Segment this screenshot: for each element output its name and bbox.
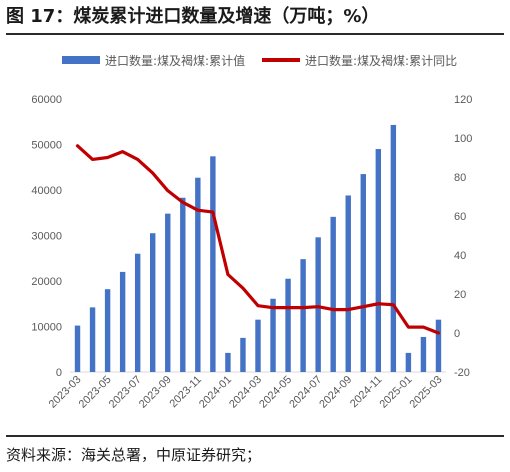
combo-chart: 进口数量:煤及褐煤:累计值 进口数量:煤及褐煤:累计同比 0 10000 20000… [31,53,472,411]
bar-2023-11 [195,177,201,372]
source-note: 资料来源：海关总署，中原证券研究； [6,446,262,464]
line-series [75,144,441,335]
bar-2023-06 [119,271,126,372]
title-rule [6,33,504,35]
bar-2024-02 [240,337,246,373]
right-tick-label: 80 [454,172,466,184]
left-tick-label: 0 [56,367,62,379]
source-rule [6,435,504,437]
x-tick-label: 2025-01 [377,374,414,411]
yoy-line [75,144,441,335]
left-axis-labels: 0 10000 20000 30000 40000 50000 60000 [31,94,62,379]
right-tick-label: 40 [454,250,466,262]
bar-2025-01 [405,352,412,372]
bar-2023-05 [104,289,111,372]
bar-2023-09 [165,213,171,372]
x-tick-label: 2024-09 [317,374,354,411]
x-tick-label: 2023-05 [77,374,114,411]
left-tick-label: 10000 [31,322,62,334]
x-tick-label: 2023-03 [47,374,84,411]
x-tick-label: 2024-07 [287,374,324,411]
bar-2024-06 [300,259,306,372]
bar-2024-12 [390,124,397,372]
left-tick-label: 60000 [31,94,62,106]
right-tick-label: 20 [454,289,466,301]
bar-2024-11 [375,149,382,372]
bar-2024-01 [225,352,231,372]
bar-2024-09 [345,195,351,372]
x-tick-label: 2023-07 [107,374,144,411]
bar-series [74,124,442,373]
bar-2024-03 [255,319,261,372]
bar-2024-07 [315,237,321,372]
right-tick-label: -20 [454,367,470,379]
bar-2023-12 [210,156,216,372]
legend-line-label: 进口数量:煤及褐煤:累计同比 [305,53,457,68]
bar-2024-04 [270,298,276,372]
x-tick-label: 2024-01 [197,374,234,411]
bar-2023-08 [150,233,156,372]
bar-2025-03 [435,319,442,372]
x-tick-label: 2023-09 [137,374,174,411]
legend-bar-swatch [62,56,100,64]
right-tick-label: 120 [454,94,472,106]
left-tick-label: 40000 [31,185,62,197]
x-tick-label: 2025-03 [408,374,445,411]
bar-2024-08 [330,216,336,372]
x-tick-label: 2024-05 [257,374,294,411]
figure-title: 图 17：煤炭累计进口数量及增速（万吨；%） [6,6,380,27]
bar-2023-10 [180,197,186,372]
bar-2024-10 [360,174,366,372]
x-tick-label: 2024-03 [227,374,264,411]
right-tick-label: 0 [454,328,460,340]
left-tick-label: 50000 [31,140,62,152]
bar-2025-02 [420,336,427,372]
left-tick-label: 30000 [31,231,62,243]
bar-2024-05 [285,278,291,372]
legend: 进口数量:煤及褐煤:累计值 进口数量:煤及褐煤:累计同比 [62,53,457,68]
x-axis-labels: 2023-032023-052023-072023-092023-112024-… [47,374,445,411]
right-tick-label: 60 [454,211,466,223]
bar-2023-03 [74,325,81,372]
bar-2023-04 [89,307,96,372]
left-tick-label: 20000 [31,276,62,288]
legend-bar-label: 进口数量:煤及褐煤:累计值 [105,53,245,68]
right-tick-label: 100 [454,133,472,145]
bar-2023-07 [134,253,141,372]
right-axis-labels: -20 0 20 40 60 80 100 120 [454,94,472,379]
